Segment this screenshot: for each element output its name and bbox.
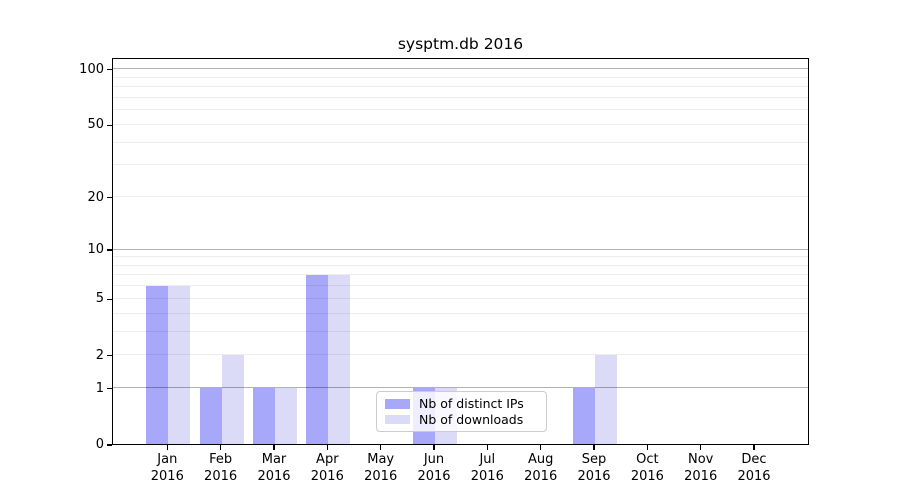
gridline-minor-70 (113, 96, 808, 98)
gridline-minor-80 (113, 86, 808, 88)
bar-mar-downloads (274, 387, 297, 444)
bar-apr-distinct-ips (306, 274, 329, 444)
legend-label-downloads: Nb of downloads (419, 411, 524, 427)
xtick-label-aug: Aug 2016 (524, 452, 558, 484)
legend: Nb of distinct IPs Nb of downloads (376, 391, 547, 432)
gridline-minor-7 (113, 274, 808, 276)
xtick-label-sep: Sep 2016 (577, 452, 611, 484)
gridline-minor-40 (113, 141, 808, 143)
bar-mar-distinct-ips (252, 387, 275, 444)
ytick-label-50: 50 (87, 117, 104, 133)
plot-area: Nb of distinct IPs Nb of downloads (112, 58, 809, 445)
bar-feb-downloads (221, 354, 244, 444)
ytick-label-1: 1 (95, 380, 104, 396)
gridline-minor-3 (113, 330, 808, 332)
xtick-label-jun: Jun 2016 (417, 452, 451, 484)
ytick-label-0: 0 (95, 437, 104, 452)
ytick-label-100: 100 (79, 61, 104, 77)
bar-sep-distinct-ips (573, 387, 596, 444)
legend-label-distinct-ips: Nb of distinct IPs (419, 396, 524, 412)
xtick-mark-apr (326, 444, 328, 450)
ytick-label-20: 20 (87, 189, 104, 205)
xtick-mark-sep (593, 444, 595, 450)
legend-item-distinct-ips: Nb of distinct IPs (385, 396, 538, 412)
gridline-minor-30 (113, 164, 808, 166)
bar-apr-downloads (328, 274, 351, 444)
gridline-minor-4 (113, 312, 808, 314)
xtick-mark-aug (540, 444, 542, 450)
chart-title: sysptm.db 2016 (397, 35, 524, 53)
ytick-mark-20 (107, 196, 112, 199)
bar-feb-distinct-ips (199, 387, 222, 444)
xtick-label-may: May 2016 (364, 452, 398, 484)
ytick-mark-2 (107, 355, 112, 357)
gridlines-layer (113, 59, 808, 444)
xtick-label-oct: Oct 2016 (630, 452, 664, 484)
legend-swatch-downloads (385, 414, 410, 424)
legend-item-downloads: Nb of downloads (385, 412, 538, 428)
ytick-mark-100 (107, 69, 112, 71)
xtick-label-nov: Nov 2016 (684, 452, 718, 484)
gridline-minor-6 (113, 285, 808, 287)
gridline-minor-2 (113, 354, 808, 356)
xtick-mark-nov (700, 444, 702, 450)
gridline-major-10 (113, 248, 808, 250)
xtick-mark-dec (753, 444, 755, 450)
ytick-mark-10 (107, 249, 112, 251)
gridline-minor-60 (113, 109, 808, 111)
bar-jan-distinct-ips (146, 285, 169, 444)
gridline-major-1 (113, 387, 808, 389)
xtick-label-jul: Jul 2016 (470, 452, 504, 484)
xtick-mark-feb (219, 444, 222, 450)
xtick-label-mar: Mar 2016 (257, 452, 291, 484)
xtick-label-feb: Feb 2016 (204, 452, 238, 484)
ytick-label-5: 5 (95, 291, 104, 307)
gridline-minor-8 (113, 264, 808, 266)
xtick-mark-jun (433, 444, 435, 450)
xtick-label-jan: Jan 2016 (150, 452, 184, 484)
ytick-label-10: 10 (87, 242, 104, 257)
xtick-mark-jan (166, 444, 168, 450)
bar-sep-downloads (595, 354, 618, 444)
ytick-mark-0 (107, 444, 112, 446)
xtick-label-dec: Dec 2016 (737, 452, 771, 484)
ytick-mark-1 (107, 387, 112, 390)
gridline-minor-9 (113, 256, 808, 258)
gridline-minor-90 (113, 76, 808, 78)
gridline-minor-5 (113, 297, 808, 299)
ytick-mark-5 (107, 298, 112, 300)
xtick-label-apr: Apr 2016 (310, 452, 344, 484)
xtick-mark-oct (646, 444, 649, 450)
legend-swatch-distinct-ips (385, 399, 410, 409)
xtick-mark-mar (273, 444, 275, 450)
xtick-mark-may (380, 444, 382, 450)
gridline-major-100 (113, 68, 808, 70)
gridline-minor-20 (113, 196, 808, 197)
ytick-mark-50 (107, 124, 112, 126)
xtick-mark-jul (486, 444, 488, 450)
gridline-minor-50 (113, 123, 808, 125)
ytick-label-2: 2 (95, 347, 104, 363)
bar-jan-downloads (168, 285, 191, 444)
